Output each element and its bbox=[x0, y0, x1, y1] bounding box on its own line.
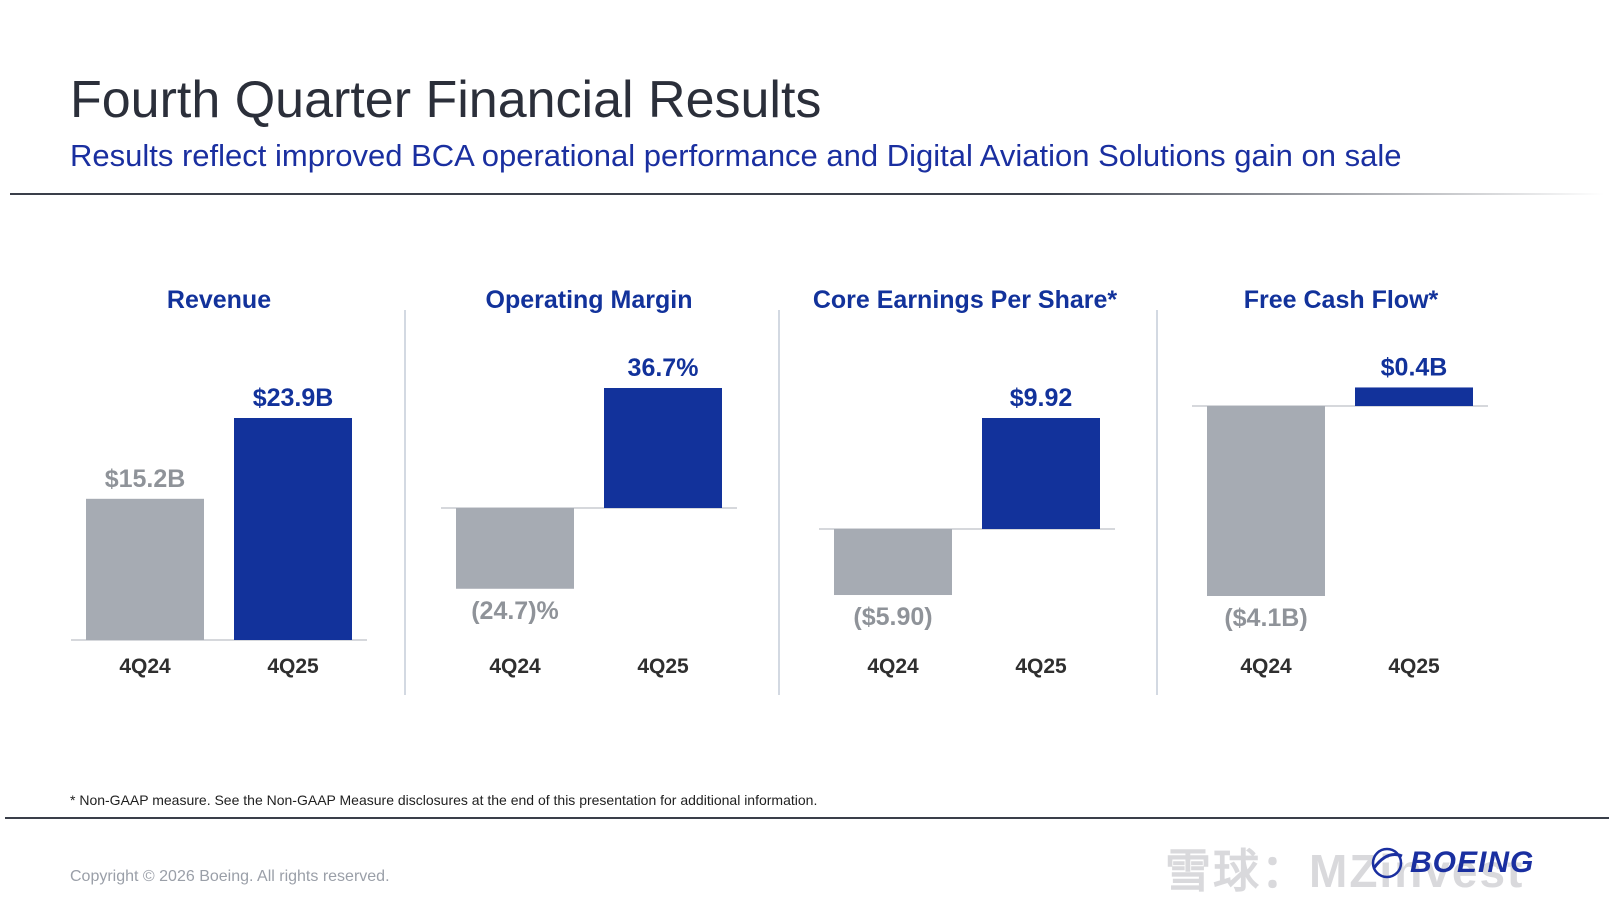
bar-4q24 bbox=[456, 508, 574, 589]
x-tick-label: 4Q25 bbox=[637, 655, 689, 678]
bar-4q24 bbox=[834, 529, 952, 596]
chart-title: Revenue bbox=[167, 286, 271, 314]
chart-title: Free Cash Flow* bbox=[1244, 286, 1439, 314]
bar-4q24 bbox=[1207, 406, 1325, 596]
page-title: Fourth Quarter Financial Results bbox=[70, 71, 822, 129]
x-tick-label: 4Q24 bbox=[867, 655, 919, 678]
data-label: 36.7% bbox=[628, 354, 699, 382]
x-tick-label: 4Q24 bbox=[119, 655, 171, 678]
data-label: $9.92 bbox=[1010, 384, 1073, 412]
chart-title: Operating Margin bbox=[486, 286, 693, 314]
x-tick-label: 4Q25 bbox=[1388, 655, 1440, 678]
bar-4q25 bbox=[234, 418, 352, 640]
boeing-symbol-icon bbox=[1371, 847, 1403, 879]
bar-4q25 bbox=[982, 418, 1100, 529]
watermark: 雪球：MZinvest bbox=[1165, 845, 1525, 897]
copyright: Copyright © 2026 Boeing. All rights rese… bbox=[70, 868, 390, 885]
x-tick-label: 4Q24 bbox=[1240, 655, 1292, 678]
data-label: $15.2B bbox=[105, 465, 186, 493]
data-label: $23.9B bbox=[253, 384, 334, 412]
header-divider bbox=[10, 193, 1604, 195]
data-label: ($5.90) bbox=[853, 603, 932, 631]
bar-4q24 bbox=[86, 498, 204, 640]
x-tick-label: 4Q25 bbox=[267, 655, 319, 678]
boeing-logo: BOEING bbox=[1370, 845, 1534, 880]
bar-4q25 bbox=[604, 388, 722, 508]
boeing-wordmark: BOEING bbox=[1410, 846, 1535, 880]
data-label: $0.4B bbox=[1381, 353, 1448, 381]
chart-title: Core Earnings Per Share* bbox=[813, 286, 1118, 314]
charts-area: Revenue $15.2B 4Q24 $23.9B 4Q25 Operating Mar… bbox=[71, 286, 1488, 695]
footer-divider bbox=[5, 817, 1609, 819]
x-tick-label: 4Q25 bbox=[1015, 655, 1067, 678]
bar-4q25 bbox=[1355, 387, 1473, 406]
page-subtitle: Results reflect improved BCA operational… bbox=[70, 138, 1402, 173]
data-label: ($4.1B) bbox=[1224, 604, 1307, 632]
data-label: (24.7)% bbox=[471, 597, 559, 625]
x-tick-label: 4Q24 bbox=[489, 655, 541, 678]
footnote: * Non-GAAP measure. See the Non-GAAP Mea… bbox=[70, 792, 818, 808]
